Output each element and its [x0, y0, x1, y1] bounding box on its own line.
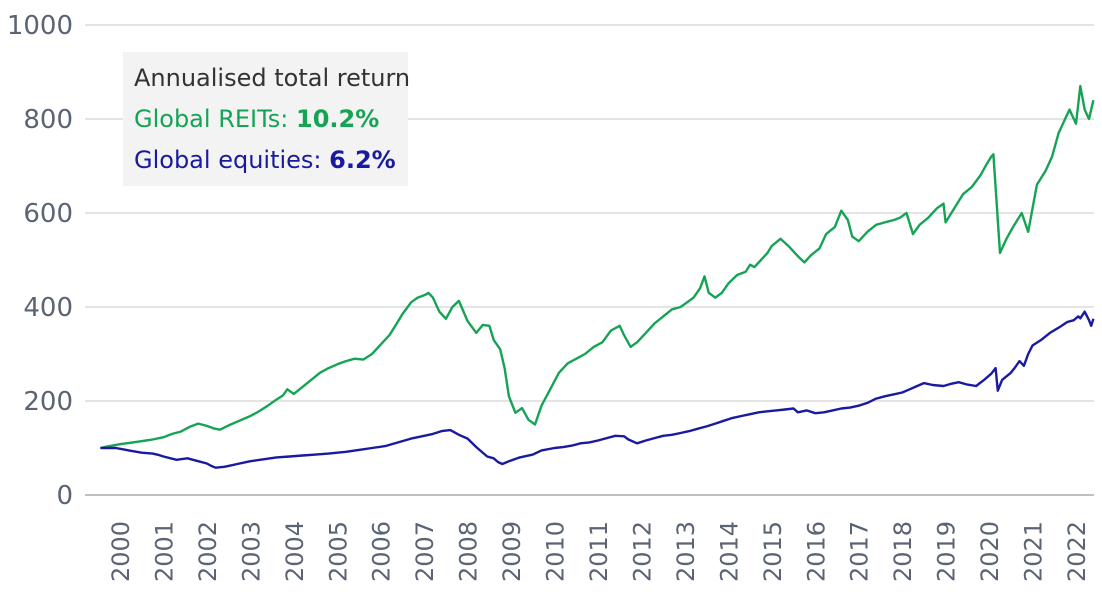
y-tick-label-0: 0	[56, 481, 73, 511]
series-lines	[100, 84, 1095, 469]
x-tick-label-2017: 2017	[846, 521, 874, 582]
legend-box	[123, 52, 408, 186]
x-tick-label-2000: 2000	[107, 521, 135, 582]
x-tick-label-2016: 2016	[802, 521, 830, 582]
y-tick-label-200: 200	[23, 387, 73, 417]
x-tick-label-2019: 2019	[933, 521, 961, 582]
series-line-global-equities	[100, 310, 1095, 469]
x-tick-label-2010: 2010	[542, 521, 570, 582]
x-tick-label-2002: 2002	[194, 521, 222, 582]
x-tick-label-2001: 2001	[150, 521, 178, 582]
x-axis-ticks: 2000 2001 2002 2003 2004 2005 2006 2007 2008 2009…	[107, 521, 1091, 582]
x-tick-label-2006: 2006	[368, 521, 396, 582]
x-tick-label-2014: 2014	[715, 521, 743, 582]
y-tick-label-800: 800	[23, 105, 73, 135]
y-tick-label-600: 600	[23, 199, 73, 229]
x-tick-label-2005: 2005	[324, 521, 352, 582]
y-tick-label-1000: 1000	[7, 11, 73, 41]
x-tick-label-2011: 2011	[585, 521, 613, 582]
legend-value-global-equities: 6.2%	[329, 146, 396, 174]
legend-entry-global-equities: Global equities: 6.2%	[134, 148, 396, 172]
x-tick-label-2004: 2004	[281, 521, 309, 582]
x-tick-label-2015: 2015	[759, 521, 787, 582]
x-tick-label-2020: 2020	[976, 521, 1004, 582]
y-tick-label-400: 400	[23, 293, 73, 323]
y-axis-ticks: 0 200 400 600 800 1000	[7, 11, 73, 511]
legend-title: Annualised total return	[134, 64, 411, 92]
x-tick-label-2009: 2009	[498, 521, 526, 582]
legend-value-global-reits: 10.2%	[296, 105, 380, 133]
legend-label-global-equities: Global equities:	[134, 146, 330, 174]
x-tick-label-2007: 2007	[411, 521, 439, 582]
legend-label-global-reits: Global REITs:	[134, 105, 297, 133]
x-tick-label-2022: 2022	[1063, 521, 1091, 582]
series-line-global-reits	[100, 84, 1095, 450]
x-tick-label-2021: 2021	[1020, 521, 1048, 582]
x-tick-label-2012: 2012	[628, 521, 656, 582]
x-tick-label-2008: 2008	[455, 521, 483, 582]
x-tick-label-2013: 2013	[672, 521, 700, 582]
x-tick-label-2018: 2018	[889, 521, 917, 582]
legend-entry-global-reits: Global REITs: 10.2%	[134, 107, 379, 131]
x-tick-label-2003: 2003	[237, 521, 265, 582]
